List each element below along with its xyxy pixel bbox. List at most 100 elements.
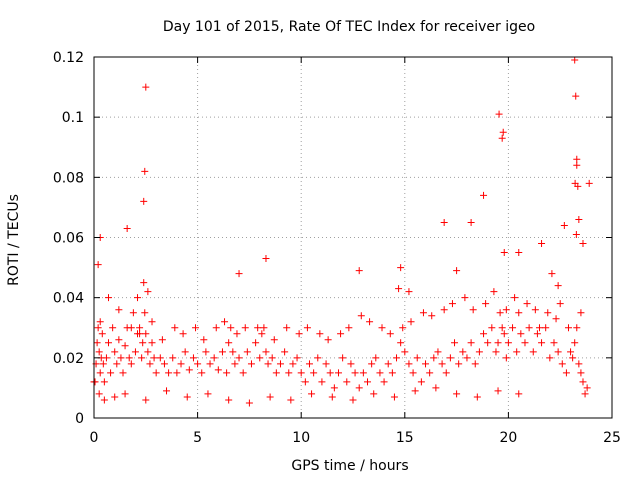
- data-point: [169, 354, 177, 362]
- data-point: [577, 369, 585, 377]
- data-point: [569, 354, 577, 362]
- data-point: [558, 360, 566, 368]
- data-point: [438, 360, 446, 368]
- data-point: [388, 369, 396, 377]
- data-point: [200, 336, 208, 344]
- data-point: [577, 309, 585, 317]
- x-tick-label: 0: [90, 430, 99, 446]
- y-tick-label: 0.08: [53, 170, 84, 186]
- data-point: [252, 339, 260, 347]
- data-point: [93, 339, 101, 347]
- data-point: [556, 300, 564, 308]
- data-point: [455, 360, 463, 368]
- y-tick-label: 0.04: [53, 291, 84, 307]
- data-point: [119, 369, 127, 377]
- data-point: [198, 369, 206, 377]
- data-point: [573, 155, 581, 163]
- data-point: [525, 324, 533, 332]
- data-point: [417, 378, 425, 386]
- data-point: [521, 339, 529, 347]
- data-point: [500, 249, 508, 257]
- data-point: [426, 369, 434, 377]
- data-point: [305, 360, 313, 368]
- data-point: [105, 339, 113, 347]
- data-point: [107, 369, 115, 377]
- data-point: [378, 324, 386, 332]
- data-point: [384, 360, 392, 368]
- data-point: [98, 330, 106, 338]
- data-point: [364, 378, 372, 386]
- data-point: [148, 318, 156, 326]
- data-point: [533, 330, 541, 338]
- data-point: [542, 324, 550, 332]
- data-point: [95, 390, 103, 398]
- data-point: [351, 369, 359, 377]
- data-point: [115, 336, 123, 344]
- data-point: [498, 134, 506, 142]
- data-point: [140, 279, 148, 287]
- data-point: [448, 300, 456, 308]
- data-point: [492, 348, 500, 356]
- data-point: [480, 330, 488, 338]
- axis-ticks: [93, 56, 613, 419]
- y-tick-labels: 0 0.02 0.04 0.06 0.08 0.1 0.12: [53, 50, 84, 427]
- data-point: [513, 348, 521, 356]
- data-point: [109, 324, 117, 332]
- data-point: [583, 384, 591, 392]
- data-point: [328, 393, 336, 401]
- data-point: [144, 348, 152, 356]
- data-point: [509, 324, 517, 332]
- data-point: [111, 348, 119, 356]
- data-point: [100, 396, 108, 404]
- data-point: [368, 360, 376, 368]
- data-point: [517, 330, 525, 338]
- data-point: [538, 240, 546, 248]
- data-point: [262, 348, 270, 356]
- data-point: [572, 230, 580, 238]
- data-point: [504, 339, 512, 347]
- data-point: [210, 354, 218, 362]
- data-point: [111, 393, 119, 401]
- data-point: [254, 324, 262, 332]
- data-point: [303, 324, 311, 332]
- data-point: [117, 354, 125, 362]
- data-point: [183, 393, 191, 401]
- data-point: [289, 360, 297, 368]
- data-point: [393, 354, 401, 362]
- data-point: [156, 354, 164, 362]
- data-point: [297, 369, 305, 377]
- data-point: [91, 378, 99, 386]
- data-point: [339, 354, 347, 362]
- data-point: [105, 294, 113, 302]
- data-point: [127, 360, 135, 368]
- data-point: [144, 288, 152, 296]
- data-point: [432, 384, 440, 392]
- y-axis-title: ROTI / TECUs: [6, 194, 22, 286]
- data-point: [158, 336, 166, 344]
- data-point: [142, 83, 150, 91]
- data-point: [121, 342, 129, 350]
- data-point: [494, 339, 502, 347]
- data-point: [301, 378, 309, 386]
- data-point: [141, 309, 149, 317]
- data-point: [405, 360, 413, 368]
- data-point: [546, 354, 554, 362]
- data-point: [440, 306, 448, 314]
- data-point: [241, 324, 249, 332]
- data-point: [581, 390, 589, 398]
- data-point: [337, 330, 345, 338]
- data-point: [494, 387, 502, 395]
- data-point: [179, 330, 187, 338]
- data-point: [488, 324, 496, 332]
- data-point: [446, 354, 454, 362]
- data-point: [142, 396, 150, 404]
- data-point: [359, 369, 367, 377]
- data-point: [206, 360, 214, 368]
- data-point: [467, 339, 475, 347]
- y-tick-label: 0: [75, 411, 84, 427]
- data-point: [515, 309, 523, 317]
- data-point: [482, 300, 490, 308]
- data-point: [163, 387, 171, 395]
- data-point: [502, 306, 510, 314]
- data-point: [136, 330, 144, 338]
